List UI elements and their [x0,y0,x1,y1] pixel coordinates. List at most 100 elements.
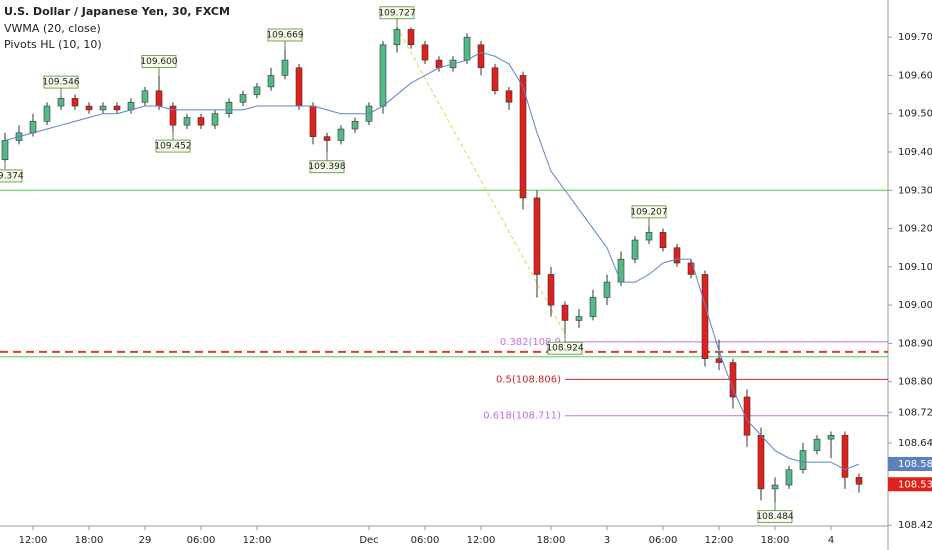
x-tick-label: 06:00 [649,535,678,546]
candle-body [239,94,247,103]
y-tick-label: 108.720 [898,407,932,418]
candle-body [799,450,807,471]
candle-body [29,121,37,134]
pivot-box [43,75,79,89]
x-tick-label: 29 [139,535,152,546]
x-tick-label: 12:00 [705,535,734,546]
candle-body [197,117,205,126]
fib-label: 0.382(108.9 [500,337,561,348]
pivot-box [631,205,667,219]
candle-body [785,469,793,486]
candle-body [729,362,737,398]
y-tick-label: 108.800 [898,377,932,388]
y-tick-label: 109.000 [898,300,932,311]
candle-body [99,105,107,111]
y-tick-label: 109.300 [898,185,932,196]
pivot-label: 109.669 [266,31,303,41]
candle-body [225,101,233,114]
candle-body [141,90,149,103]
price-box-label: 108.585 [898,459,932,470]
pivot-box [757,510,793,524]
x-tick-label: 06:00 [411,535,440,546]
candle-body [337,128,345,141]
candle-body [533,197,541,275]
pivot-label: 109.398 [308,162,345,172]
candle-body [281,59,289,76]
candle-body [491,67,499,92]
y-tick-label: 109.200 [898,224,932,235]
y-tick-label: 108.900 [898,338,932,349]
y-tick-label: 108.640 [898,438,932,449]
x-tick-label: 18:00 [75,535,104,546]
y-tick-label: 109.500 [898,109,932,120]
pivot-box [547,341,583,355]
candle-body [547,274,555,306]
candle-body [169,105,177,126]
candle-body [841,434,849,478]
candle-body [393,29,401,46]
x-tick-label: Dec [359,535,378,546]
indicator-label: VWMA (20, close) [4,22,101,35]
candle-body [603,281,611,298]
pivot-box [267,28,303,42]
candle-body [743,396,751,436]
candle-body [421,44,429,61]
candle-body [323,136,331,141]
candle-body [575,316,583,321]
candle-body [309,105,317,137]
candle-body [1,140,9,160]
price-box [888,477,932,492]
candle-body [85,105,93,111]
x-tick-label: 4 [828,535,834,546]
candle-body [757,434,765,490]
candle-body [113,105,121,111]
price-box-label: 108.532 [898,479,932,490]
pivot-label: 109.374 [0,171,24,181]
x-tick-label: 18:00 [537,535,566,546]
pivot-label: 109.452 [154,142,191,152]
candle-body [295,67,303,107]
pivot-box [379,6,415,20]
candle-body [379,44,387,107]
pivot-label: 109.546 [42,78,79,88]
x-tick-label: 18:00 [761,535,790,546]
x-tick-label: 12:00 [243,535,272,546]
candle-body [813,438,821,451]
candle-body [617,258,625,283]
fib-label: 0.5(108.806) [496,374,561,385]
pivot-box [155,139,191,153]
chart-title: U.S. Dollar / Japanese Yen, 30, FXCM [4,5,230,18]
x-tick-label: 06:00 [187,535,216,546]
candle-body [589,297,597,317]
candle-body [463,36,471,61]
y-tick-label: 109.700 [898,32,932,43]
candle-body [659,232,667,248]
candle-body [673,247,681,264]
candle-body [183,117,191,126]
fib-label: 0.618(108.711) [483,411,561,422]
candle-body [211,113,219,126]
y-tick-label: 109.600 [898,70,932,81]
candle-body [267,75,275,88]
indicator-label: Pivots HL (10, 10) [4,38,102,51]
candle-body [71,98,79,107]
x-tick-label: 12:00 [19,535,48,546]
y-tick-label: 108.425 [898,520,932,531]
candle-body [505,90,513,103]
candle-body [253,86,261,95]
pivot-label: 108.924 [546,344,583,354]
x-tick-label: 12:00 [467,535,496,546]
candle-body [519,75,527,199]
candle-body [407,29,415,46]
candle-body [715,358,723,363]
pivot-label: 108.484 [756,512,793,522]
candle-body [127,101,135,111]
pivot-box [309,160,345,174]
candle-body [155,90,163,107]
y-tick-label: 109.400 [898,147,932,158]
x-tick-label: 3 [604,535,610,546]
fib-trend [396,26,566,335]
candle-body [435,59,443,69]
candle-body [631,239,639,260]
